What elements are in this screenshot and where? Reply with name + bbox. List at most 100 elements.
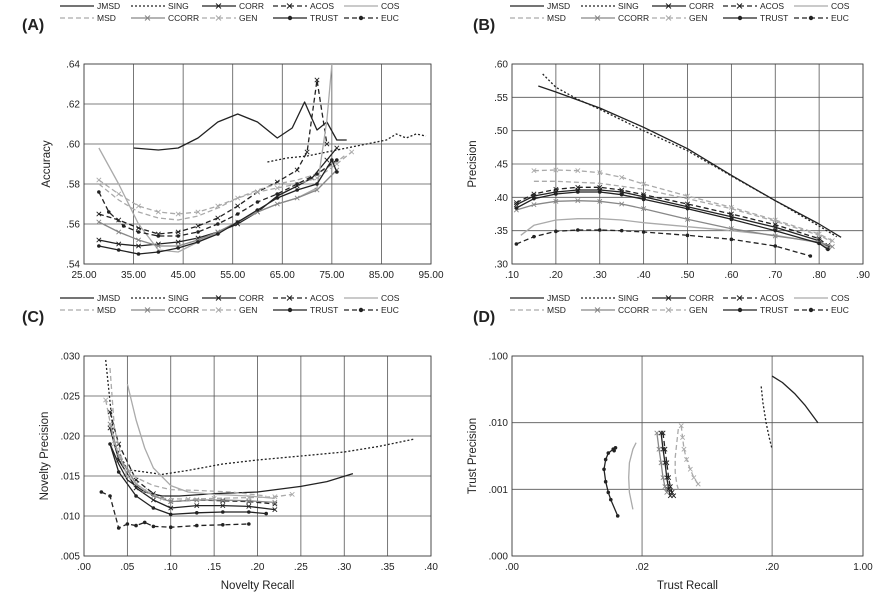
data-point-ccorr [96, 219, 102, 225]
y-axis-title: Novelty Precision [39, 412, 51, 501]
legend-label: EUC [831, 305, 849, 315]
series-line-msd [674, 429, 679, 490]
data-point-euc [808, 254, 813, 258]
series-line-gen [98, 151, 353, 215]
data-point-ccorr [575, 198, 581, 204]
data-point-euc [275, 192, 280, 196]
legend-item-jmsd: JMSD [510, 293, 570, 303]
data-point-euc [106, 210, 111, 214]
data-point-trust [168, 512, 173, 517]
x-tick-label: .60 [724, 270, 738, 281]
legend-marker [737, 307, 743, 313]
data-point-gen [289, 491, 295, 497]
data-point-ccorr [658, 460, 664, 466]
legend-item-trust: TRUST [723, 305, 788, 315]
series-line-jmsd [771, 375, 819, 424]
series-line-msd [109, 367, 267, 497]
legend-item-acos: ACOS [273, 1, 334, 11]
x-tick-label: 45.00 [171, 270, 196, 281]
data-point-ccorr [664, 489, 670, 495]
legend-marker [736, 3, 743, 9]
legend-marker [808, 15, 814, 21]
y-tick-label: .010 [489, 418, 509, 429]
data-point-gen [531, 168, 537, 174]
x-tick-label: .30 [337, 562, 351, 573]
data-point-corr [272, 507, 278, 513]
data-point-acos [666, 475, 672, 481]
data-point-trust [116, 470, 121, 474]
data-point-trust [641, 197, 646, 202]
x-tick-label: .25 [294, 562, 308, 573]
legend-item-corr: CORR [202, 1, 264, 11]
legend-item-gen: GEN [652, 305, 707, 315]
data-point-gen [641, 181, 647, 187]
legend-item-euc: EUC [794, 13, 849, 23]
data-point-corr [194, 503, 200, 509]
data-point-trust [602, 467, 606, 472]
data-point-ccorr [597, 198, 603, 204]
data-point-trust [729, 217, 734, 222]
data-point-euc [597, 228, 602, 232]
data-point-euc [136, 230, 141, 234]
legend-marker [215, 295, 222, 301]
data-point-corr [334, 145, 340, 151]
panel-label: (D) [473, 309, 495, 326]
legend-label: CORR [239, 293, 264, 303]
legend-item-jmsd: JMSD [60, 293, 120, 303]
legend-item-euc: EUC [794, 305, 849, 315]
gridlines [511, 355, 864, 557]
data-point-acos [641, 192, 647, 198]
legend-label: MSD [547, 13, 566, 23]
series-line-acos [98, 79, 328, 235]
data-point-gen [553, 167, 559, 173]
legend-label: COS [831, 1, 850, 11]
series-line-gen [533, 169, 833, 242]
legend-item-euc: EUC [344, 13, 399, 23]
data-point-trust [196, 240, 200, 244]
data-point-acos [513, 200, 519, 206]
data-point-trust [603, 479, 608, 484]
x-tick-label: .40 [424, 562, 438, 573]
data-point-euc [121, 224, 126, 228]
y-tick-label: .60 [66, 140, 80, 151]
data-point-gen [235, 195, 241, 201]
legend-marker [594, 307, 601, 313]
data-point-euc [773, 244, 778, 248]
y-tick-label: .30 [494, 260, 508, 271]
legend-label: MSD [97, 305, 116, 315]
legend-label: ACOS [310, 293, 334, 303]
data-point-euc [134, 523, 138, 528]
data-point-gen [96, 177, 102, 183]
data-point-ccorr [531, 202, 537, 208]
data-point-corr [246, 503, 252, 509]
data-point-trust [136, 252, 141, 256]
data-point-trust [176, 246, 180, 250]
x-axis-title: Novelty Recall [221, 580, 295, 592]
series-line-ccorr [656, 432, 668, 493]
legend-marker [358, 307, 364, 313]
panel-label: (A) [22, 17, 44, 34]
series-line-sing [760, 386, 773, 450]
data-point-trust [216, 232, 220, 236]
data-point-ccorr [829, 244, 835, 250]
data-point-acos [597, 184, 603, 190]
data-point-trust [156, 250, 161, 254]
data-point-acos [314, 77, 320, 83]
data-point-euc [247, 522, 251, 526]
series-line-trust [98, 159, 338, 255]
legend-item-ccorr: CCORR [581, 305, 649, 315]
legend-item-msd: MSD [60, 305, 116, 315]
data-point-gen [111, 441, 117, 447]
legend-label: ACOS [760, 293, 784, 303]
data-point-gen [155, 209, 161, 215]
series-line-cos [628, 442, 637, 510]
legend-item-cos: COS [794, 293, 850, 303]
legend-marker [287, 307, 293, 313]
series-line-jmsd [133, 101, 347, 151]
data-point-euc [235, 212, 240, 216]
data-point-gen [619, 174, 625, 180]
series-line-sing [267, 133, 427, 163]
y-axis-title: Trust Precision [467, 418, 479, 494]
data-point-trust [615, 514, 620, 518]
data-point-corr [116, 241, 122, 247]
